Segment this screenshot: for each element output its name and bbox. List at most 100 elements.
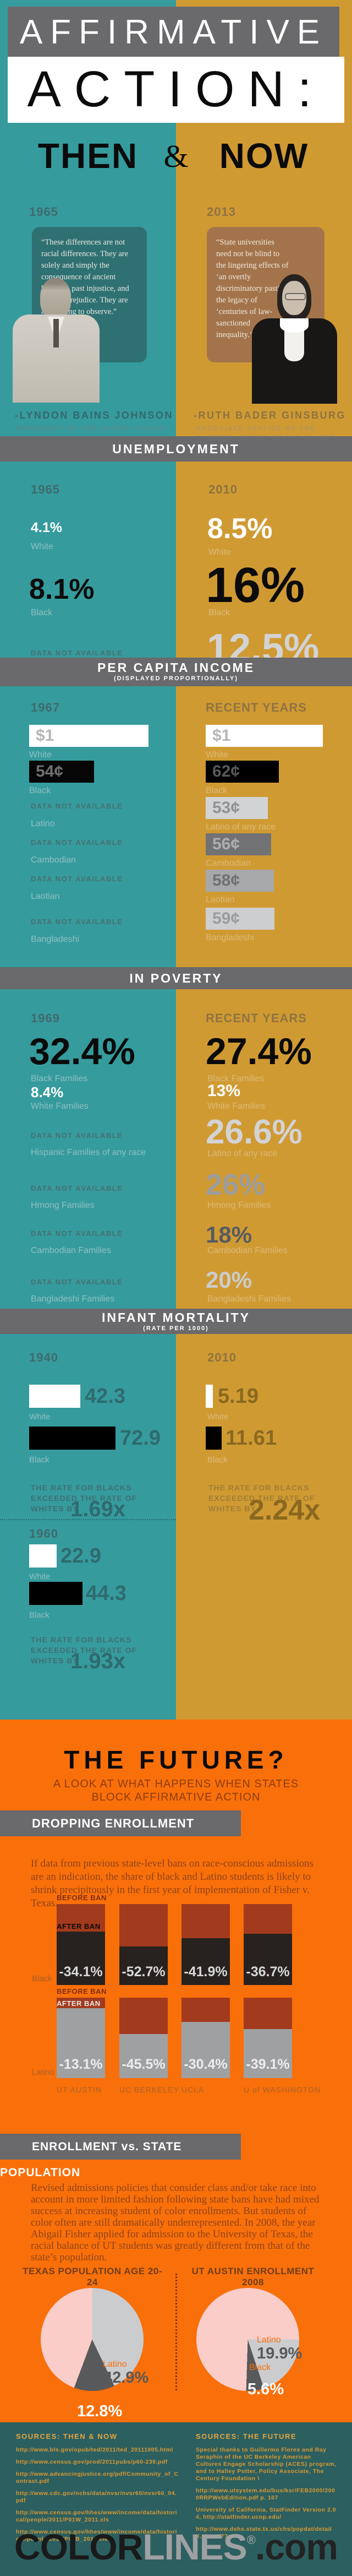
income-header: PER CAPITA INCOME (DISPLAYED PROPORTIONA… xyxy=(0,658,352,686)
pie-right-black-label: Black xyxy=(249,2363,271,2372)
logo-color: COLOR xyxy=(14,2526,143,2567)
income-then-white-label: White xyxy=(29,750,52,760)
income-now-bangladeshi-bar: 59¢ xyxy=(206,908,274,930)
unemp-then-year: 1965 xyxy=(31,482,60,496)
pie-right-black-value: 5.6% xyxy=(248,2380,284,2398)
quote-now-year: 2013 xyxy=(207,205,236,219)
poverty-now-latino-label: Latino of any race xyxy=(207,1149,278,1158)
pct-latino-uwashington: -39.1% xyxy=(246,2057,290,2072)
poverty-header: IN POVERTY xyxy=(0,967,352,989)
income-now-year: RECENT YEARS xyxy=(206,701,307,714)
bar-after-black-ucberkeley xyxy=(119,1946,168,1985)
source-link[interactable]: http://www.census.gov/hhes/www/income/da… xyxy=(16,2509,177,2523)
income-now-laotian-label: Laotian xyxy=(206,895,235,904)
sources-then-now-list: http://www.bls.gov/opub/ted/2011/ted_201… xyxy=(16,2447,179,2548)
unemployment-header: UNEMPLOYMENT xyxy=(0,436,352,462)
source-link[interactable]: http://www.utsystem.edu/bus/ksr/FEB2000/… xyxy=(196,2487,336,2501)
bar-after-black-utaustin xyxy=(57,1932,105,1985)
poverty-now-bangladeshi-value: 20% xyxy=(206,1267,252,1293)
income-now-black-label: Black xyxy=(206,786,228,795)
income-now-bangladeshi-value: 59¢ xyxy=(212,909,240,928)
infant-2010-black-bar xyxy=(206,1427,222,1450)
income-then-na-bangladeshi-label: Bangladeshi xyxy=(31,935,80,944)
poverty-na-hmong-label: Hmong Families xyxy=(31,1201,95,1210)
infant-1940-rate-line2: EXCEEDED THE RATE OF xyxy=(31,1494,138,1503)
before-ban-label-black: BEFORE BAN xyxy=(57,1894,107,1902)
quote-then-year: 1965 xyxy=(29,205,58,219)
income-then-year: 1967 xyxy=(31,701,60,714)
row-label-latino: Latino xyxy=(32,2068,54,2077)
infant-1960-black-label: Black xyxy=(29,1610,50,1620)
poverty-na-hispanic-label: Hispanic Families of any race xyxy=(31,1148,146,1157)
source-link[interactable]: http://www.bls.gov/opub/ted/2011/ted_201… xyxy=(16,2447,174,2453)
infant-1940-black-label: Black xyxy=(29,1455,50,1465)
poverty-now-bangladeshi-label: Bangladeshi Families xyxy=(207,1294,292,1304)
infant-1940-year: 1940 xyxy=(29,1351,58,1364)
infant-2010-white-bar xyxy=(206,1385,213,1408)
source-link[interactable]: http://www.census.gov/prod/2011pubs/p60-… xyxy=(16,2459,168,2465)
source-link[interactable]: University of California, StatFinder Ver… xyxy=(196,2507,337,2520)
poverty-now-cambodian-value: 18% xyxy=(206,1222,252,1248)
lbj-head xyxy=(40,278,71,319)
unemp-now-year: 2010 xyxy=(208,482,238,496)
infant-title: INFANT MORTALITY xyxy=(102,1310,250,1325)
source-link[interactable]: http://www.cdc.gov/nchs/data/nvsr/nvsr60… xyxy=(16,2490,177,2504)
pie-left-latino-value: 42.9% xyxy=(103,2369,149,2387)
income-now-white-label: White xyxy=(206,750,228,760)
infant-2010-rate-line2: EXCEEDED THE RATE OF xyxy=(208,1494,315,1503)
infant-1940-white-bar xyxy=(29,1385,80,1408)
pie-left-black-label: Black xyxy=(84,2392,106,2401)
bar-after-latino-uwashington xyxy=(244,2029,292,2078)
infant-1940-black-bar xyxy=(29,1427,116,1450)
income-then-na-laotian: DATA NOT AVAILABLE xyxy=(31,875,123,883)
quote-then-text: “These differences are not racial differ… xyxy=(41,238,129,316)
income-now-white-value: $1 xyxy=(212,726,231,745)
dropping-title: DROPPING ENROLLMENT xyxy=(32,1816,195,1830)
income-now-latino-label: Latino of any race xyxy=(206,822,276,832)
enrollment-header: ENROLLMENT vs. STATE POPULATION xyxy=(0,2134,241,2179)
income-then-na-cambodian-label: Cambodian xyxy=(31,855,76,865)
pie-left-latino-label: Latino xyxy=(103,2360,127,2369)
unemp-now-black-label: Black xyxy=(208,608,230,617)
source-link[interactable]: http://www.dshs.state.tx.us/chs/popdat/d… xyxy=(196,2526,332,2540)
income-now-latino-bar: 53¢ xyxy=(206,797,268,819)
pct-black-utaustin: -34.1% xyxy=(59,1964,103,1980)
poverty-now-cambodian-label: Cambodian Families xyxy=(207,1246,288,1255)
quote-now-name: -RUTH BADER GINSBURG xyxy=(194,410,346,421)
pie-right-latino-label: Latino xyxy=(257,2335,281,2345)
unemp-now-white-value: 8.5% xyxy=(207,513,273,545)
source-note: Special thanks to Guillermo Flores and R… xyxy=(196,2447,337,2482)
lbj-photo xyxy=(13,278,100,403)
poverty-then-white-label: White Families xyxy=(31,1102,89,1111)
infant-2010-year: 2010 xyxy=(207,1351,237,1364)
college-ucla: UCLA xyxy=(182,2085,205,2094)
bar-after-latino-ucla xyxy=(182,2022,230,2078)
sources-future-list: Special thanks to Guillermo Flores and R… xyxy=(196,2447,338,2545)
poverty-now-latino-value: 26.6% xyxy=(206,1113,302,1151)
pct-latino-ucberkeley: -45.5% xyxy=(122,2057,166,2072)
income-now-black-bar: 62¢ xyxy=(206,761,279,783)
pie-utaustin-enrollment xyxy=(196,2288,299,2391)
source-link[interactable]: http://www.census.gov/hhes/www/income/da… xyxy=(16,2529,177,2542)
infant-1960-year: 1960 xyxy=(29,1527,58,1541)
pct-black-ucla: -41.9% xyxy=(184,1964,228,1980)
poverty-then-year: 1969 xyxy=(31,1011,60,1025)
pct-latino-ucla: -30.4% xyxy=(184,2057,228,2072)
income-then-black-label: Black xyxy=(29,786,51,795)
source-link[interactable]: http://www.advancingjustice.org/pdf/Comm… xyxy=(16,2471,179,2485)
colorlines-logo: COLORLINES®.com xyxy=(0,2518,352,2569)
infant-1940-black-value: 72.9 xyxy=(120,1427,161,1450)
title-affirmative-banner: AFFIRMATIVE xyxy=(8,7,339,57)
pie-texas-population xyxy=(41,2288,144,2391)
infant-1960-white-value: 22.9 xyxy=(61,1544,101,1568)
infant-2010-white-value: 5.19 xyxy=(218,1385,258,1408)
after-ban-label-latino: AFTER BAN xyxy=(57,1999,101,2008)
income-then-na-cambodian: DATA NOT AVAILABLE xyxy=(31,838,123,847)
infant-1960-black-bar xyxy=(29,1582,82,1605)
row-label-black: Black xyxy=(32,1974,52,1983)
rbg-glasses xyxy=(285,293,306,300)
title-word-action: ACTION: xyxy=(27,61,325,117)
after-ban-label-black: AFTER BAN xyxy=(57,1922,101,1930)
title-then: THEN xyxy=(37,136,139,176)
